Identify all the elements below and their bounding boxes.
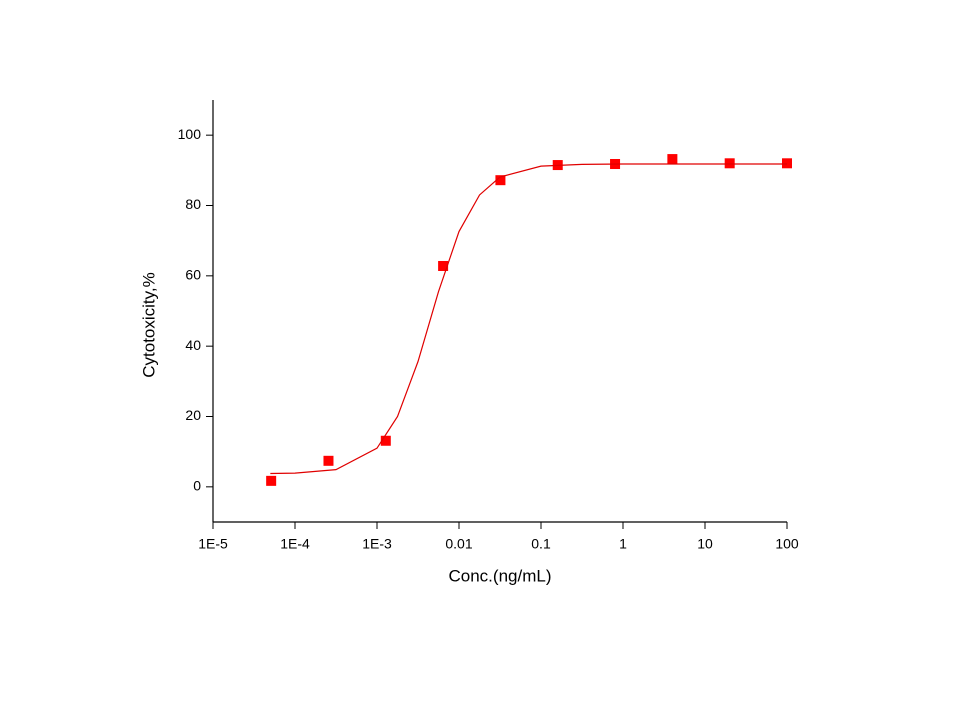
data-point xyxy=(266,475,277,486)
y-tick-label: 60 xyxy=(185,267,201,283)
data-point xyxy=(495,175,506,186)
y-tick-label: 0 xyxy=(193,478,201,494)
x-tick-label: 0.01 xyxy=(445,536,472,552)
data-point xyxy=(782,158,792,169)
x-axis-title: Conc.(ng/mL) xyxy=(449,566,552,585)
fit-curve xyxy=(270,163,787,475)
data-point xyxy=(724,158,735,169)
x-tick-label: 100 xyxy=(775,536,799,552)
x-tick-label: 1 xyxy=(619,536,627,552)
data-point xyxy=(438,260,449,271)
y-axis-title: Cytotoxicity,% xyxy=(139,272,158,378)
y-tick-label: 80 xyxy=(185,196,201,212)
data-point xyxy=(323,455,334,466)
y-tick-label: 40 xyxy=(185,337,201,353)
x-tick-label: 1E-4 xyxy=(280,536,310,552)
y-tick-label: 20 xyxy=(185,407,201,423)
data-point xyxy=(380,435,391,446)
x-tick-label: 10 xyxy=(697,536,713,552)
y-tick-label: 100 xyxy=(178,126,202,142)
x-tick-label: 1E-3 xyxy=(362,536,392,552)
x-tick-label: 1E-5 xyxy=(198,536,228,552)
x-tick-label: 0.1 xyxy=(531,536,551,552)
data-point xyxy=(667,154,678,165)
